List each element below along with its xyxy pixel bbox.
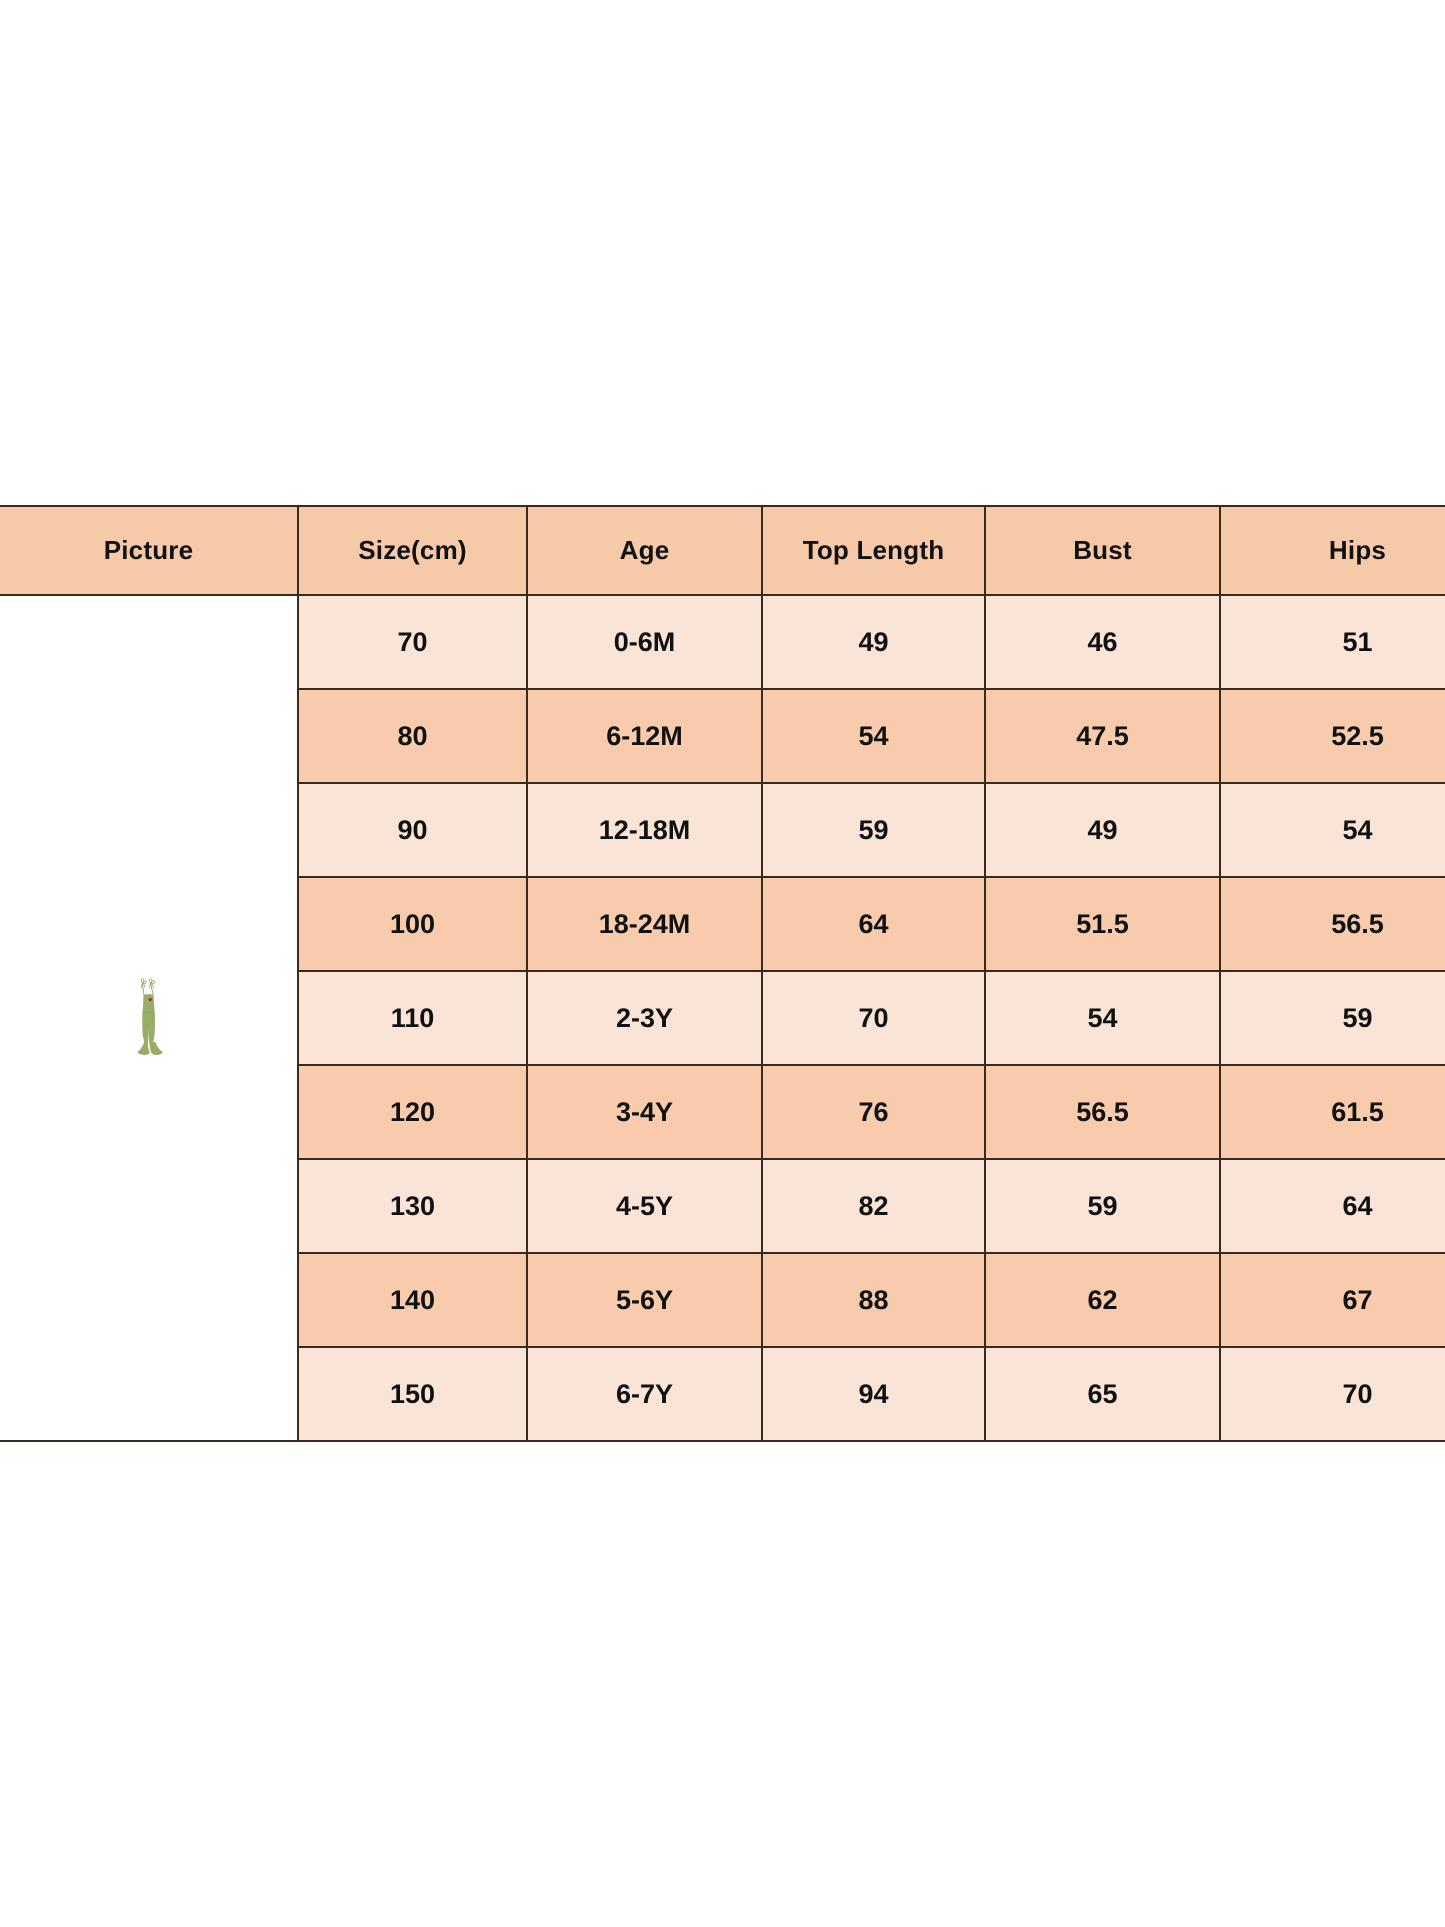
cell-age: 6-7Y bbox=[526, 1346, 763, 1442]
cell-hips: 67 bbox=[1219, 1252, 1445, 1348]
column-header-age: Age bbox=[526, 505, 763, 596]
cell-top-length: 64 bbox=[761, 876, 986, 972]
cell-bust: 65 bbox=[984, 1346, 1221, 1442]
size-chart-table: Picture Size(cm) Age Top Length Bust Hip… bbox=[0, 505, 1445, 1442]
cell-hips: 61.5 bbox=[1219, 1064, 1445, 1160]
cell-top-length: 82 bbox=[761, 1158, 986, 1254]
cell-size: 130 bbox=[298, 1158, 528, 1254]
column-header-top-length: Top Length bbox=[761, 505, 986, 596]
table-header: Picture Size(cm) Age Top Length Bust Hip… bbox=[0, 505, 1445, 596]
column-header-bust: Bust bbox=[984, 505, 1221, 596]
header-row: Picture Size(cm) Age Top Length Bust Hip… bbox=[0, 505, 1445, 596]
right-strap bbox=[150, 983, 154, 996]
picture-cell bbox=[0, 594, 299, 1442]
cell-bust: 49 bbox=[984, 782, 1221, 878]
cell-age: 0-6M bbox=[526, 594, 763, 690]
table-row: 150 6-7Y 94 65 70 bbox=[0, 1346, 1445, 1442]
table-row: 70 0-6M 49 46 51 bbox=[0, 594, 1445, 1442]
cell-size: 150 bbox=[298, 1346, 528, 1442]
cell-bust: 54 bbox=[984, 970, 1221, 1066]
cell-age: 6-12M bbox=[526, 688, 763, 784]
cell-age: 4-5Y bbox=[526, 1158, 763, 1254]
cell-hips: 51 bbox=[1219, 594, 1445, 690]
cell-age: 2-3Y bbox=[526, 970, 763, 1066]
column-header-hips: Hips bbox=[1219, 505, 1445, 596]
bodice bbox=[142, 994, 155, 1014]
cell-bust: 47.5 bbox=[984, 688, 1221, 784]
cell-top-length: 94 bbox=[761, 1346, 986, 1442]
cell-size: 110 bbox=[298, 970, 528, 1066]
cell-age: 12-18M bbox=[526, 782, 763, 878]
cell-hips: 56.5 bbox=[1219, 876, 1445, 972]
right-strap-bow bbox=[149, 978, 156, 989]
table-row: 130 4-5Y 82 59 64 bbox=[0, 1158, 1445, 1254]
product-illustration bbox=[131, 972, 166, 1064]
cell-hips: 70 bbox=[1219, 1346, 1445, 1442]
cell-age: 18-24M bbox=[526, 876, 763, 972]
left-strap-bow bbox=[140, 978, 147, 988]
heart-applique bbox=[148, 997, 153, 1002]
table-body: 70 0-6M 49 46 51 80 6-12M 54 47.5 52.5 90 12-18M 59 4… bbox=[0, 594, 1445, 1442]
cell-top-length: 59 bbox=[761, 782, 986, 878]
right-ruffle-hem bbox=[149, 1041, 164, 1055]
table-row: 140 5-6Y 88 62 67 bbox=[0, 1252, 1445, 1348]
cell-top-length: 76 bbox=[761, 1064, 986, 1160]
cell-size: 90 bbox=[298, 782, 528, 878]
column-header-picture: Picture bbox=[0, 505, 299, 596]
left-ruffle-hem bbox=[137, 1041, 150, 1055]
cell-hips: 59 bbox=[1219, 970, 1445, 1066]
cell-hips: 54 bbox=[1219, 782, 1445, 878]
cell-bust: 56.5 bbox=[984, 1064, 1221, 1160]
cell-top-length: 88 bbox=[761, 1252, 986, 1348]
cell-hips: 52.5 bbox=[1219, 688, 1445, 784]
cell-hips: 64 bbox=[1219, 1158, 1445, 1254]
table-row: 110 2-3Y 70 54 59 bbox=[0, 970, 1445, 1066]
cell-age: 5-6Y bbox=[526, 1252, 763, 1348]
table-row: 90 12-18M 59 49 54 bbox=[0, 782, 1445, 878]
left-strap bbox=[142, 983, 145, 996]
table-row: 80 6-12M 54 47.5 52.5 bbox=[0, 688, 1445, 784]
cell-top-length: 54 bbox=[761, 688, 986, 784]
table-row: 100 18-24M 64 51.5 56.5 bbox=[0, 876, 1445, 972]
cell-size: 80 bbox=[298, 688, 528, 784]
cell-size: 120 bbox=[298, 1064, 528, 1160]
table-row: 120 3-4Y 76 56.5 61.5 bbox=[0, 1064, 1445, 1160]
cell-size: 100 bbox=[298, 876, 528, 972]
trouser-body bbox=[142, 1013, 155, 1044]
cell-bust: 59 bbox=[984, 1158, 1221, 1254]
column-header-size: Size(cm) bbox=[297, 505, 528, 596]
cell-size: 70 bbox=[297, 594, 528, 690]
cell-size: 140 bbox=[298, 1252, 528, 1348]
cell-bust: 62 bbox=[984, 1252, 1221, 1348]
cell-top-length: 49 bbox=[761, 594, 986, 690]
size-chart-container: Picture Size(cm) Age Top Length Bust Hip… bbox=[0, 505, 1445, 1442]
cell-age: 3-4Y bbox=[526, 1064, 763, 1160]
cell-bust: 51.5 bbox=[984, 876, 1221, 972]
cell-top-length: 70 bbox=[761, 970, 986, 1066]
cell-bust: 46 bbox=[984, 594, 1221, 690]
right-hem-edge bbox=[151, 1052, 163, 1055]
left-hem-edge bbox=[137, 1052, 147, 1055]
